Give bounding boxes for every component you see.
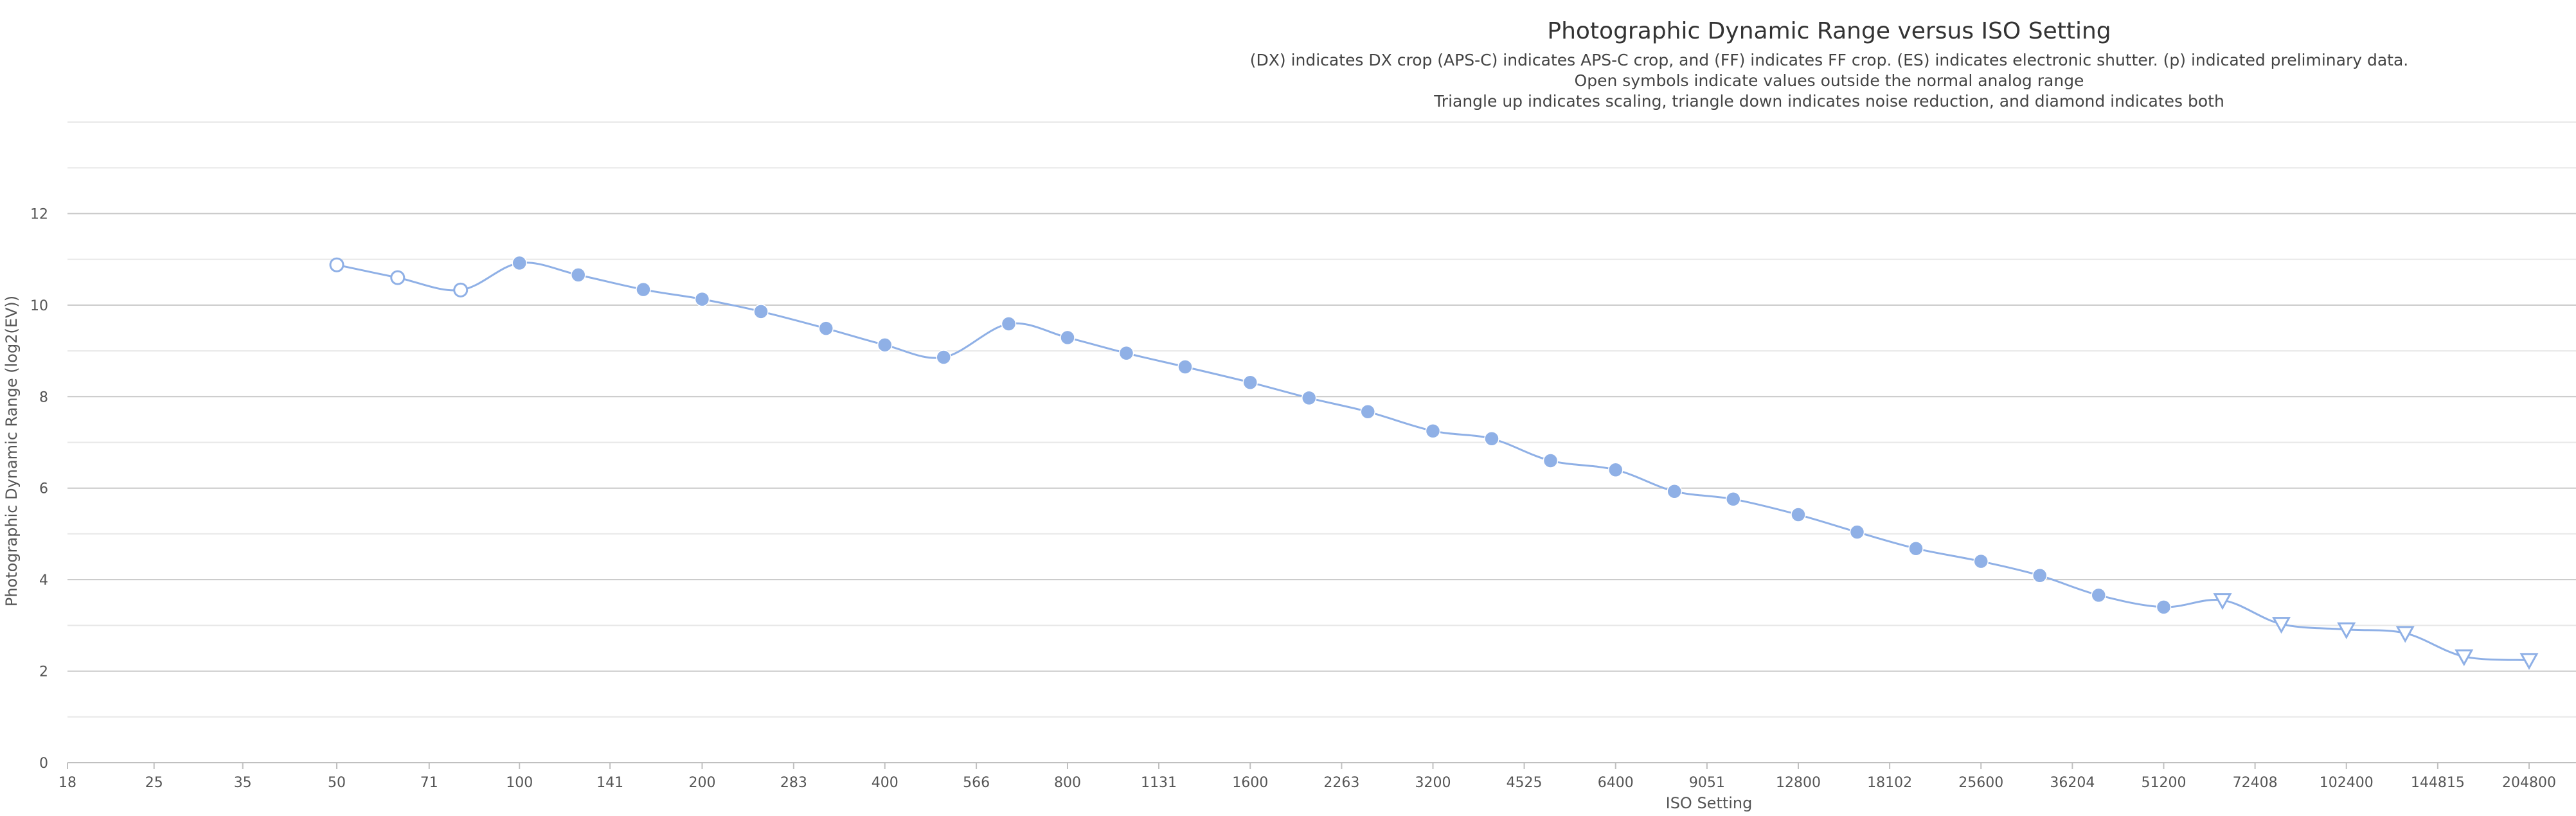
chart-subtitle-1: (DX) indicates DX crop (APS-C) indicates… xyxy=(1250,51,2409,69)
x-tick-label: 71 xyxy=(420,775,438,791)
data-point xyxy=(636,281,651,297)
data-point xyxy=(1791,507,1806,522)
x-tick-label: 141 xyxy=(596,775,623,791)
chart-title: Photographic Dynamic Range versus ISO Se… xyxy=(1547,18,2111,44)
data-point xyxy=(1177,359,1193,375)
x-tick-label: 12800 xyxy=(1776,775,1821,791)
data-point xyxy=(753,304,769,319)
y-tick-label: 12 xyxy=(30,206,48,222)
data-point-open-circle xyxy=(390,270,406,285)
x-tick-label: 25600 xyxy=(1958,775,2003,791)
data-point xyxy=(1301,390,1317,406)
data-point xyxy=(877,337,893,353)
x-tick-label: 3200 xyxy=(1415,775,1451,791)
x-tick-label: 400 xyxy=(872,775,899,791)
data-point xyxy=(1726,492,1741,507)
x-tick-label: 144815 xyxy=(2411,775,2465,791)
x-tick-label: 800 xyxy=(1054,775,1081,791)
x-tick-label: 283 xyxy=(780,775,807,791)
x-tick-label: 1131 xyxy=(1141,775,1177,791)
y-tick-label: 0 xyxy=(39,756,48,772)
x-tick-label: 1600 xyxy=(1232,775,1268,791)
data-point xyxy=(818,321,834,336)
data-point xyxy=(1118,345,1134,361)
data-point-open-triangle-down xyxy=(2519,653,2539,670)
data-point xyxy=(1849,524,1865,540)
x-tick-label: 200 xyxy=(688,775,715,791)
x-tick-label: 9051 xyxy=(1689,775,1725,791)
x-tick-label: 102400 xyxy=(2320,775,2374,791)
y-tick-label: 6 xyxy=(39,481,48,497)
data-point xyxy=(1484,431,1499,447)
chart-subtitle-2: Open symbols indicate values outside the… xyxy=(1575,71,2084,90)
x-axis: 18 25 35 50 71 100 141 200 283 400 566 800 1131 1600 2… xyxy=(58,762,2576,791)
x-tick-label: 72408 xyxy=(2233,775,2278,791)
data-point xyxy=(570,267,586,283)
data-point-open-triangle-down xyxy=(2213,593,2232,610)
y-tick-label: 2 xyxy=(39,664,48,680)
data-point-open-triangle-down xyxy=(2395,626,2415,643)
data-point xyxy=(1667,483,1682,499)
y-tick-label: 4 xyxy=(39,572,48,589)
y-tick-label: 10 xyxy=(30,298,48,314)
data-point-open-triangle-down xyxy=(2271,617,2291,634)
data-point xyxy=(1908,540,1924,556)
x-tick-label: 100 xyxy=(506,775,533,791)
chart-subtitle-3: Triangle up indicates scaling, triangle … xyxy=(1433,92,2224,111)
x-tick-label: 566 xyxy=(963,775,990,791)
grid xyxy=(67,121,2576,718)
data-point xyxy=(512,255,527,271)
y-tick-label: 8 xyxy=(39,389,48,405)
data-point-open-circle xyxy=(329,257,344,272)
data-point xyxy=(1360,404,1375,420)
x-tick-label: 4525 xyxy=(1507,775,1543,791)
data-point-open-circle xyxy=(453,282,469,297)
x-tick-label: 50 xyxy=(328,775,346,791)
x-tick-label: 204800 xyxy=(2502,775,2556,791)
data-point xyxy=(1242,375,1258,390)
x-tick-label: 18102 xyxy=(1867,775,1912,791)
y-axis: 0 2 4 6 8 10 12 xyxy=(30,206,48,772)
data-point xyxy=(2032,567,2048,583)
x-tick-label: 18 xyxy=(58,775,76,791)
data-point xyxy=(1607,462,1623,477)
data-point-open-triangle-down xyxy=(2337,622,2356,639)
data-point xyxy=(1001,316,1017,332)
x-tick-label: 25 xyxy=(145,775,163,791)
data-point xyxy=(1060,330,1075,346)
x-tick-label: 2263 xyxy=(1323,775,1359,791)
data-point xyxy=(1973,553,1989,569)
data-point xyxy=(694,291,710,307)
y-axis-title: Photographic Dynamic Range (log2(EV)) xyxy=(3,296,21,607)
x-tick-label: 51200 xyxy=(2141,775,2186,791)
data-point-open-triangle-down xyxy=(2455,649,2474,666)
x-axis-title: ISO Setting xyxy=(1666,794,1753,812)
x-tick-label: 36204 xyxy=(2050,775,2095,791)
x-tick-label: 35 xyxy=(234,775,252,791)
data-point xyxy=(936,350,951,365)
data-point xyxy=(1543,453,1559,468)
series-line xyxy=(336,262,2530,661)
x-tick-label: 6400 xyxy=(1598,775,1634,791)
data-point xyxy=(1425,423,1441,439)
series xyxy=(329,255,2539,670)
data-point xyxy=(2091,587,2107,603)
data-point xyxy=(2156,599,2172,615)
